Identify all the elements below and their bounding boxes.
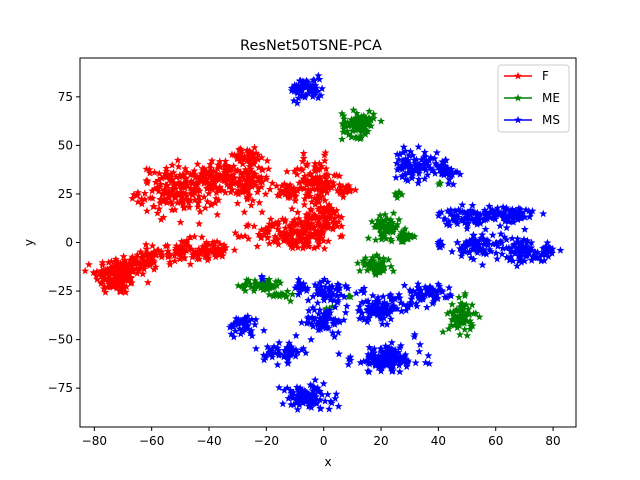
legend-item-ME: ME [504,91,560,105]
cluster-MS-9 [291,275,312,298]
legend-label: MS [542,113,560,127]
cluster-ME-7 [439,289,484,339]
cluster-MS-4 [468,201,548,233]
x-tick-label: −80 [82,434,107,448]
data-points [81,71,565,413]
cluster-MS-0 [287,71,327,107]
cluster-MS-19 [341,281,352,292]
cluster-F-8 [283,148,344,222]
chart-title: ResNet50TSNE-PCA [240,38,382,54]
cluster-ME-1 [364,209,403,245]
cluster-F-10 [333,181,360,201]
legend-star-marker [514,93,522,102]
cluster-ME-4 [391,187,406,202]
cluster-MS-11 [297,303,348,341]
x-tick-label: 40 [431,434,446,448]
cluster-F-0 [81,255,152,296]
cluster-ME-6 [265,287,297,305]
cluster-F-7 [222,143,272,170]
cluster-F-2 [136,232,222,271]
cluster-MS-14 [275,375,343,413]
cluster-MS-16 [395,279,456,307]
legend: F ME MS [497,64,570,133]
cluster-ME-3 [353,250,398,279]
cluster-MS-20 [357,284,369,297]
y-tick-label: −75 [48,381,73,395]
legend-item-MS: MS [504,113,560,127]
y-tick-label: 25 [58,187,73,201]
x-tick-label: 20 [373,434,388,448]
y-tick-label: −25 [48,284,73,298]
series-F [81,143,360,296]
cluster-MS-13 [252,331,316,369]
cluster-MS-8 [434,236,447,251]
x-tick-label: −40 [196,434,221,448]
series-ME [234,105,484,339]
cluster-MS-15 [331,289,431,328]
x-axis: −80 −60 −40 −20 0 20 40 60 80 [82,427,561,448]
cluster-MS-2 [421,148,465,188]
legend-item-F: F [504,69,549,83]
cluster-MS-1 [392,142,441,187]
cluster-F-9 [273,170,304,205]
cluster-MS-12 [226,312,268,341]
cluster-MS-7 [535,242,565,265]
cluster-MS-6 [502,234,552,270]
series-MS [226,71,565,413]
y-tick-label: −50 [48,333,73,347]
cluster-ME-0 [338,105,385,143]
y-axis-label: y [22,239,36,246]
cluster-ME-9 [344,292,355,301]
cluster-MS-10 [304,275,349,307]
cluster-MS-17 [334,338,434,376]
legend-star-marker [514,71,522,80]
x-tick-label: −20 [254,434,279,448]
cluster-MS-5 [448,224,522,269]
cluster-MS-18 [257,272,267,283]
cluster-F-3 [197,237,239,264]
x-tick-label: 0 [320,434,328,448]
x-tick-label: −60 [139,434,164,448]
legend-box [497,64,570,133]
y-tick-label: 0 [65,236,73,250]
y-tick-label: 50 [58,138,73,152]
cluster-ME-8 [434,178,445,188]
y-axis: −75 −50 −25 0 25 50 75 [48,90,80,395]
x-tick-label: 60 [488,434,503,448]
x-tick-label: 80 [545,434,560,448]
cluster-MS-21 [410,330,419,341]
cluster-F-12 [290,204,346,237]
cluster-F-11 [231,215,347,253]
cluster-ME-5 [234,275,285,295]
cluster-F-6 [221,163,281,216]
legend-label: F [542,69,549,83]
legend-label: ME [542,91,560,105]
cluster-ME-2 [394,224,419,246]
legend-star-marker [514,115,522,124]
x-axis-label: x [324,455,331,469]
y-tick-label: 75 [58,90,73,104]
